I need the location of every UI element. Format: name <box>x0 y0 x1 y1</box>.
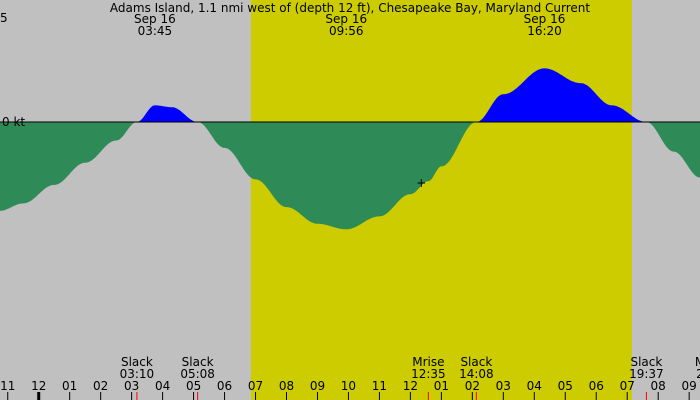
hour-label-22: 09 <box>682 379 697 393</box>
ebb-area-4 <box>647 122 700 178</box>
peak-time-2: 16:20 <box>527 24 562 38</box>
event-time-0: 03:10 <box>120 367 155 381</box>
flood-area-3 <box>477 68 647 122</box>
hour-label-12: 11 <box>372 379 387 393</box>
y-axis-top-label: 5 <box>0 11 8 25</box>
hour-label-9: 08 <box>279 379 294 393</box>
hour-label-6: 05 <box>186 379 201 393</box>
event-labels: Slack03:10Slack05:08Mrise12:35Slack14:08… <box>120 355 700 400</box>
event-label-2: Mrise <box>412 355 444 369</box>
hour-label-21: 08 <box>651 379 666 393</box>
peak-time-0: 03:45 <box>138 24 173 38</box>
hour-label-13: 12 <box>403 379 418 393</box>
event-time-1: 05:08 <box>180 367 215 381</box>
hour-label-4: 03 <box>124 379 139 393</box>
ebb-area-2 <box>198 122 477 230</box>
hour-label-7: 06 <box>217 379 232 393</box>
hour-label-11: 10 <box>341 379 356 393</box>
hour-label-5: 04 <box>155 379 170 393</box>
event-label-5: M <box>695 355 700 369</box>
event-time-4: 19:37 <box>629 367 664 381</box>
hour-label-19: 06 <box>589 379 604 393</box>
hour-label-18: 05 <box>558 379 573 393</box>
event-label-1: Slack <box>182 355 214 369</box>
peak-date-1: Sep 16 <box>325 12 367 26</box>
hour-label-3: 02 <box>93 379 108 393</box>
hour-label-8: 07 <box>248 379 263 393</box>
hour-label-20: 07 <box>620 379 635 393</box>
event-label-3: Slack <box>460 355 492 369</box>
chart-title: Adams Island, 1.1 nmi west of (depth 12 … <box>110 1 590 15</box>
hour-label-1: 12 <box>31 379 46 393</box>
hour-label-17: 04 <box>527 379 542 393</box>
hour-label-14: 01 <box>434 379 449 393</box>
event-time-5: 2 <box>696 367 700 381</box>
event-label-4: Slack <box>630 355 662 369</box>
flood-area-1 <box>137 105 198 122</box>
ebb-area-0 <box>0 122 137 211</box>
current-series <box>0 68 700 230</box>
x-axis: 11 12 01 02 03 04 05 06 07 08 09 10 11 12 01 02 03 04 05 06… <box>0 379 697 400</box>
current-time-marker: + <box>416 176 426 190</box>
hour-label-0: 11 <box>0 379 15 393</box>
zero-label: 0 kt <box>2 115 25 129</box>
peak-time-1: 09:56 <box>329 24 364 38</box>
event-time-3: 14:08 <box>459 367 494 381</box>
event-time-2: 12:35 <box>411 367 446 381</box>
hour-label-15: 02 <box>465 379 480 393</box>
hour-label-16: 03 <box>496 379 511 393</box>
peak-date-2: Sep 16 <box>524 12 566 26</box>
hour-label-10: 09 <box>310 379 325 393</box>
hour-label-2: 01 <box>62 379 77 393</box>
event-label-0: Slack <box>121 355 153 369</box>
peak-date-0: Sep 16 <box>134 12 176 26</box>
